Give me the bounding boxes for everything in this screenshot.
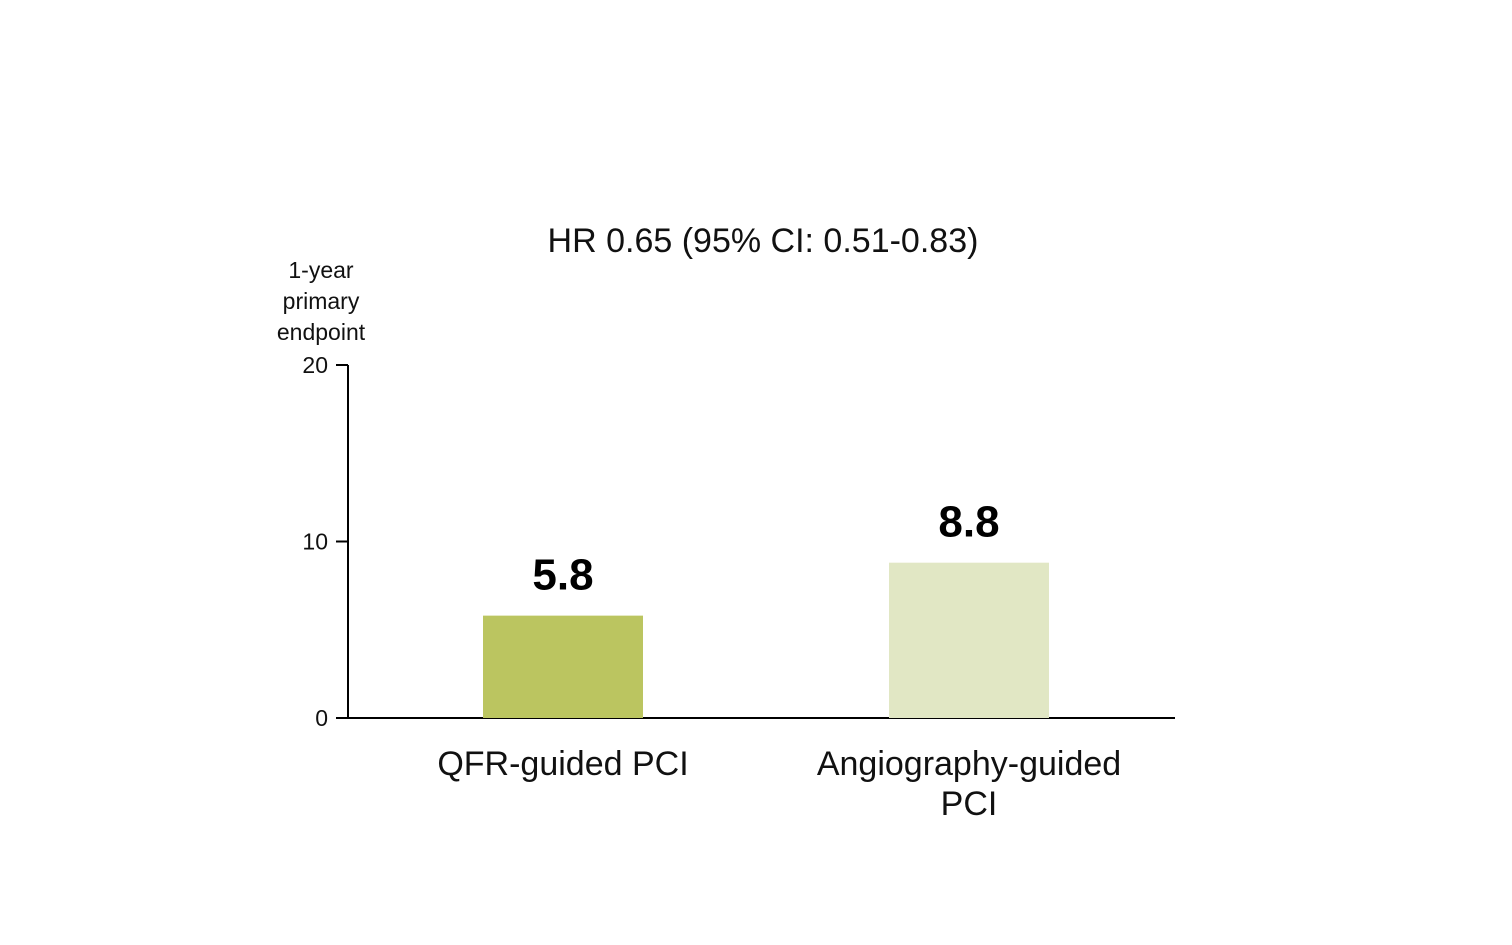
category-label-line: QFR-guided PCI bbox=[437, 745, 688, 783]
y-axis-ticks: 0 10 20 bbox=[302, 352, 348, 731]
y-tick-label: 20 bbox=[302, 352, 328, 378]
y-axis-label-line: 1-year bbox=[288, 257, 354, 283]
bars-group bbox=[483, 562, 1049, 718]
category-label-line: PCI bbox=[941, 785, 998, 823]
category-labels-group: QFR-guided PCI Angiography-guided PCI bbox=[437, 745, 1121, 823]
y-axis-label-line: endpoint bbox=[277, 319, 366, 345]
bar bbox=[483, 615, 643, 718]
y-tick-label: 0 bbox=[315, 705, 328, 731]
y-axis-label-line: primary bbox=[283, 288, 360, 314]
bar-value-label: 8.8 bbox=[938, 498, 999, 547]
bar-value-label: 5.8 bbox=[532, 551, 593, 600]
category-label: Angiography-guided PCI bbox=[817, 745, 1121, 823]
value-labels-group: 5.8 8.8 bbox=[532, 498, 999, 600]
category-label: QFR-guided PCI bbox=[437, 745, 688, 783]
y-tick-label: 10 bbox=[302, 529, 328, 555]
chart-title: HR 0.65 (95% CI: 0.51-0.83) bbox=[548, 222, 979, 260]
bar bbox=[889, 562, 1049, 718]
category-label-line: Angiography-guided bbox=[817, 745, 1121, 783]
y-axis-label: 1-year primary endpoint bbox=[277, 257, 366, 345]
